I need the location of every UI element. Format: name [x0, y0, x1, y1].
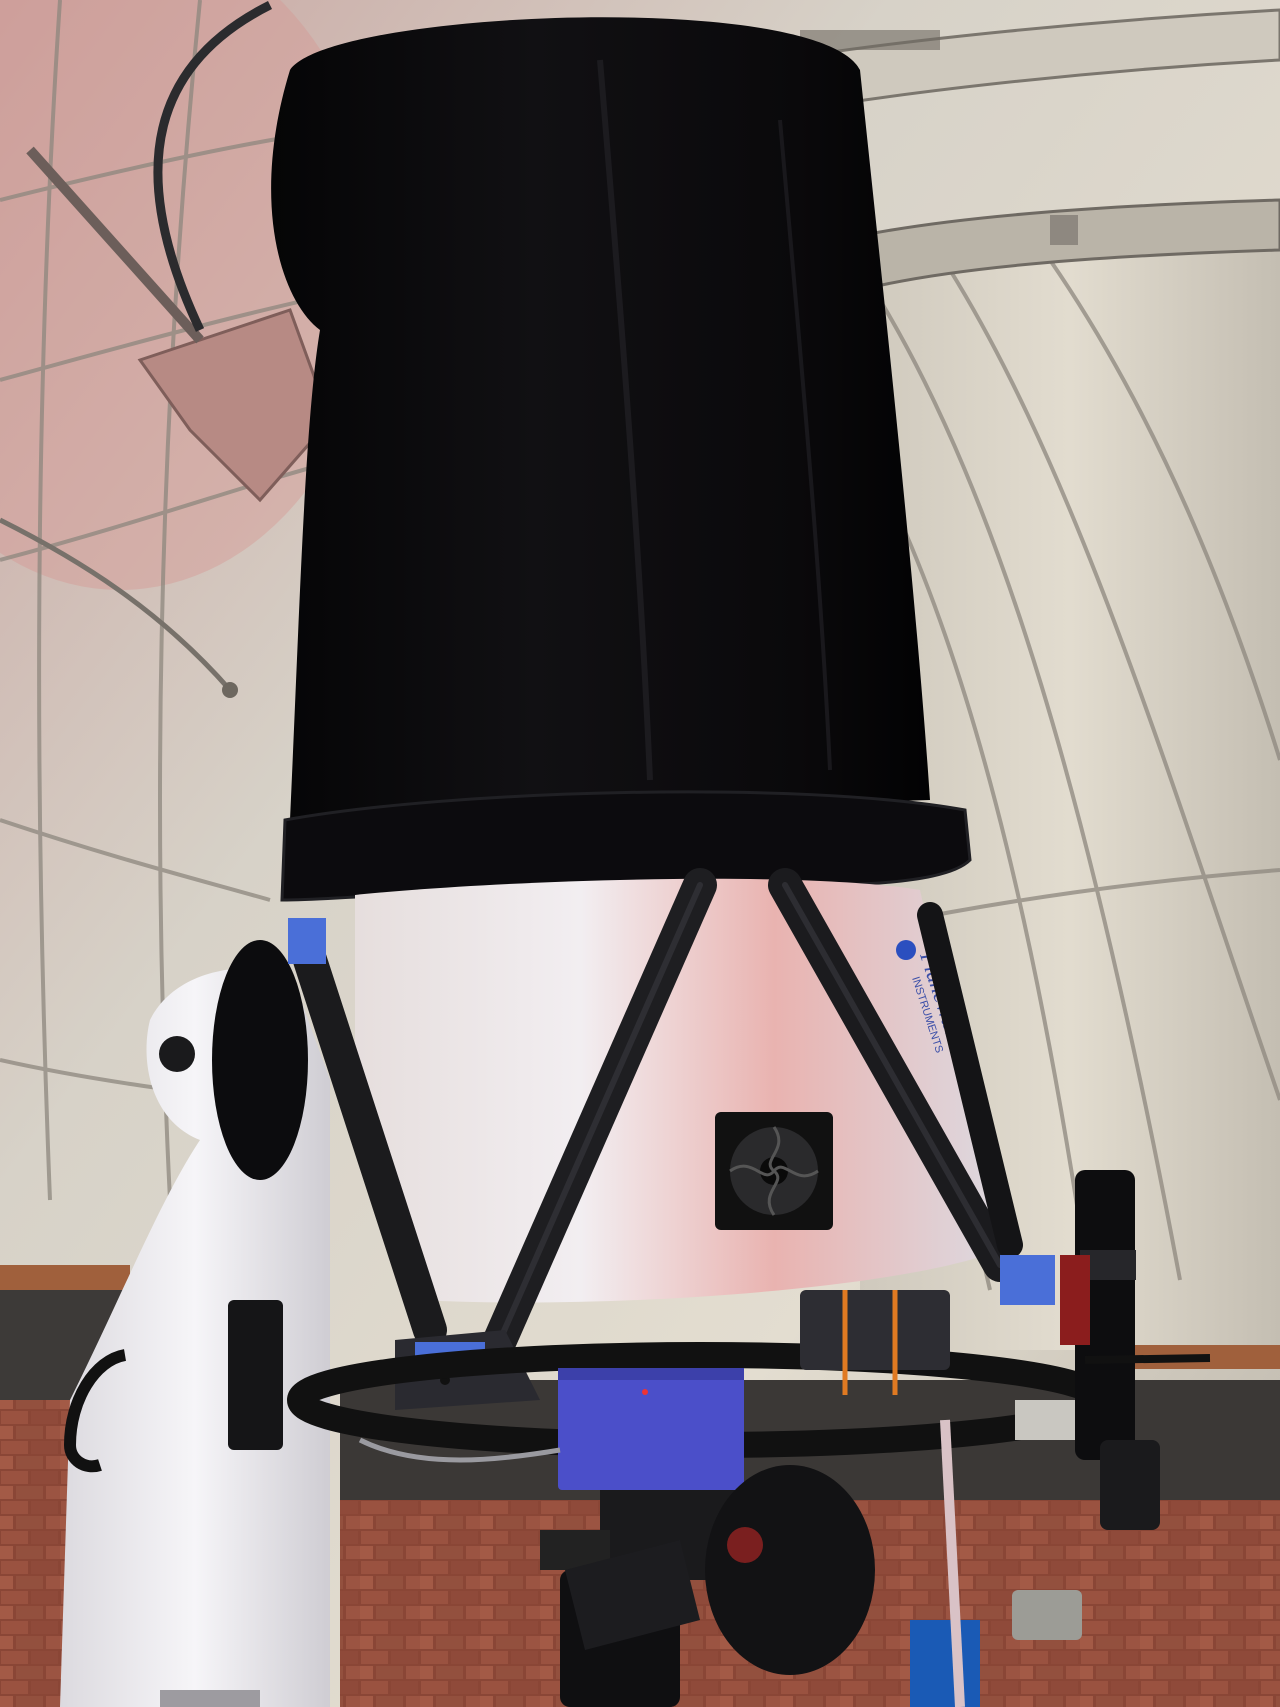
- blue-electronics-box: [558, 1368, 744, 1490]
- telescope-light-shroud: [271, 17, 972, 902]
- cooling-fan: [715, 1112, 833, 1230]
- finder-scope: [1060, 1170, 1211, 1530]
- carbon-truss-rods: [293, 868, 1023, 1357]
- telescope-mount: [60, 940, 330, 1707]
- camera-focuser-assembly: [540, 1465, 875, 1707]
- control-box: [800, 1290, 950, 1370]
- power-supply: [228, 1300, 283, 1450]
- wall-equipment: [910, 1400, 1082, 1707]
